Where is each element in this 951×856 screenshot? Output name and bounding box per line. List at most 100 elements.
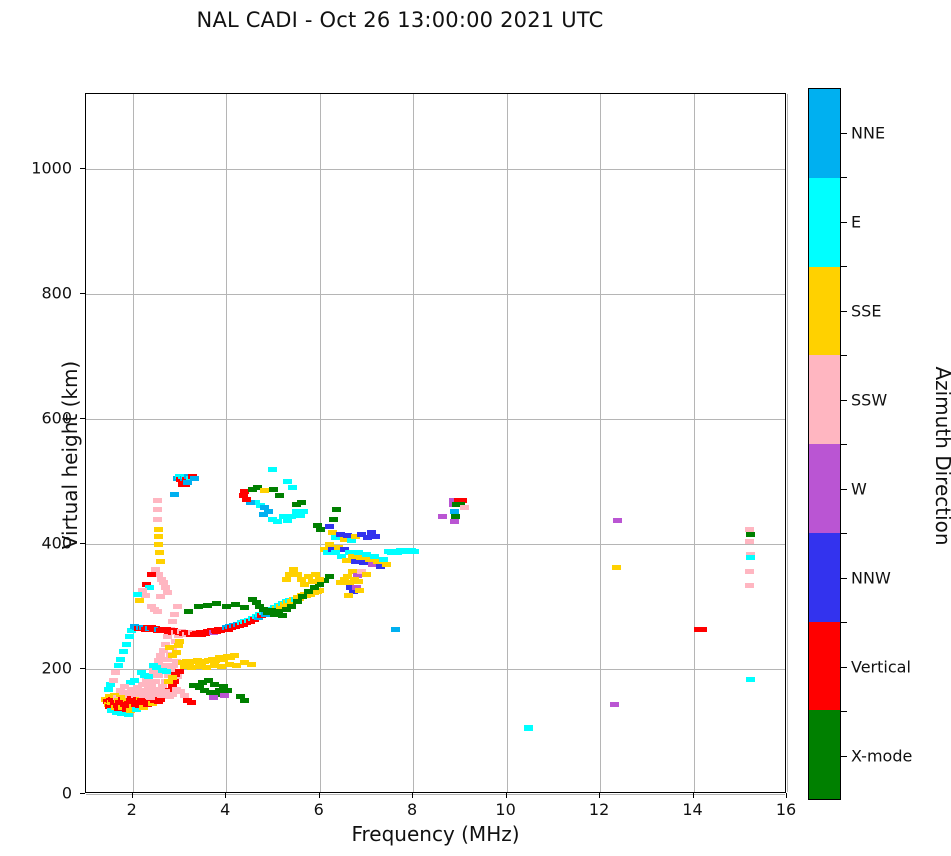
data-point xyxy=(364,556,374,562)
data-point xyxy=(123,711,133,717)
data-point xyxy=(211,657,221,663)
data-point xyxy=(269,486,279,492)
data-point xyxy=(282,479,292,484)
data-point xyxy=(288,485,298,491)
data-point xyxy=(339,536,349,542)
data-point xyxy=(231,601,240,607)
data-point xyxy=(281,606,291,612)
data-point xyxy=(453,497,463,503)
data-point xyxy=(153,526,163,532)
data-point xyxy=(335,580,345,586)
data-point xyxy=(336,554,346,559)
data-point xyxy=(160,689,170,694)
data-point xyxy=(184,609,194,614)
gridline-horizontal xyxy=(86,419,785,420)
data-point xyxy=(175,689,185,694)
data-layer xyxy=(86,94,785,792)
data-point xyxy=(268,516,278,522)
data-point xyxy=(366,530,376,536)
data-point xyxy=(246,500,255,506)
data-point xyxy=(156,652,166,658)
colorbar-segment-vertical xyxy=(809,621,840,711)
colorbar-label-sse: SSE xyxy=(851,301,882,320)
x-tick xyxy=(505,793,507,798)
x-tick xyxy=(225,793,227,798)
data-point xyxy=(218,684,228,689)
data-point xyxy=(153,672,163,678)
x-tick-label: 12 xyxy=(588,800,610,819)
colorbar-tick xyxy=(841,221,847,223)
x-tick-label: 10 xyxy=(495,800,516,819)
data-point xyxy=(215,687,225,693)
data-point xyxy=(146,682,156,688)
y-tick-label: 0 xyxy=(61,783,72,803)
colorbar-label-ssw: SSW xyxy=(851,390,888,409)
data-point xyxy=(270,611,280,617)
data-point xyxy=(118,649,128,654)
data-point xyxy=(142,581,152,587)
data-point xyxy=(126,707,136,713)
data-point xyxy=(298,594,308,599)
data-point xyxy=(194,685,204,691)
data-point xyxy=(746,531,755,537)
data-point xyxy=(449,509,459,514)
data-point xyxy=(259,606,269,612)
data-point xyxy=(325,541,335,547)
data-point xyxy=(212,600,222,606)
data-point xyxy=(224,661,234,667)
data-point xyxy=(359,560,369,566)
data-point xyxy=(345,580,355,586)
data-point xyxy=(324,574,334,579)
data-point xyxy=(373,559,383,564)
data-point xyxy=(163,679,173,684)
data-point xyxy=(153,687,163,693)
data-point xyxy=(152,516,162,522)
data-point xyxy=(108,677,118,683)
data-point xyxy=(371,534,381,539)
data-point xyxy=(746,551,755,557)
data-point xyxy=(745,569,755,574)
data-point xyxy=(309,585,319,591)
data-point xyxy=(315,581,325,587)
data-point xyxy=(183,480,193,486)
data-point xyxy=(250,500,260,506)
colorbar-segment-nnw xyxy=(809,532,840,622)
data-point xyxy=(356,555,366,561)
data-point xyxy=(105,682,115,688)
y-tick-label: 800 xyxy=(41,283,72,303)
data-point xyxy=(175,639,184,644)
gridline-vertical xyxy=(787,94,788,792)
data-point xyxy=(349,576,359,582)
data-point xyxy=(375,564,385,569)
data-point xyxy=(154,571,164,577)
data-point xyxy=(240,697,250,703)
data-point xyxy=(251,600,261,606)
data-point xyxy=(355,587,365,593)
data-point xyxy=(160,662,169,668)
data-point xyxy=(154,541,164,547)
data-point xyxy=(112,694,122,700)
data-point xyxy=(319,577,329,583)
data-point xyxy=(242,496,252,502)
colorbar-tick xyxy=(841,755,847,757)
data-point xyxy=(172,659,182,664)
data-point xyxy=(611,564,621,570)
colorbar-segment-ssw xyxy=(809,355,840,444)
data-point xyxy=(149,667,159,673)
data-point xyxy=(226,655,236,661)
data-point xyxy=(277,612,287,618)
data-point xyxy=(203,677,213,683)
gridline-vertical xyxy=(226,94,228,792)
data-point xyxy=(252,485,262,491)
gridline-vertical xyxy=(413,94,415,792)
data-point xyxy=(296,576,306,582)
data-point xyxy=(127,686,137,692)
data-point xyxy=(144,674,154,679)
data-point xyxy=(291,501,301,507)
data-point xyxy=(331,550,341,556)
data-point xyxy=(381,561,391,567)
data-point xyxy=(281,576,291,582)
data-point xyxy=(613,517,623,523)
y-tick xyxy=(80,293,85,294)
data-point xyxy=(157,692,167,698)
